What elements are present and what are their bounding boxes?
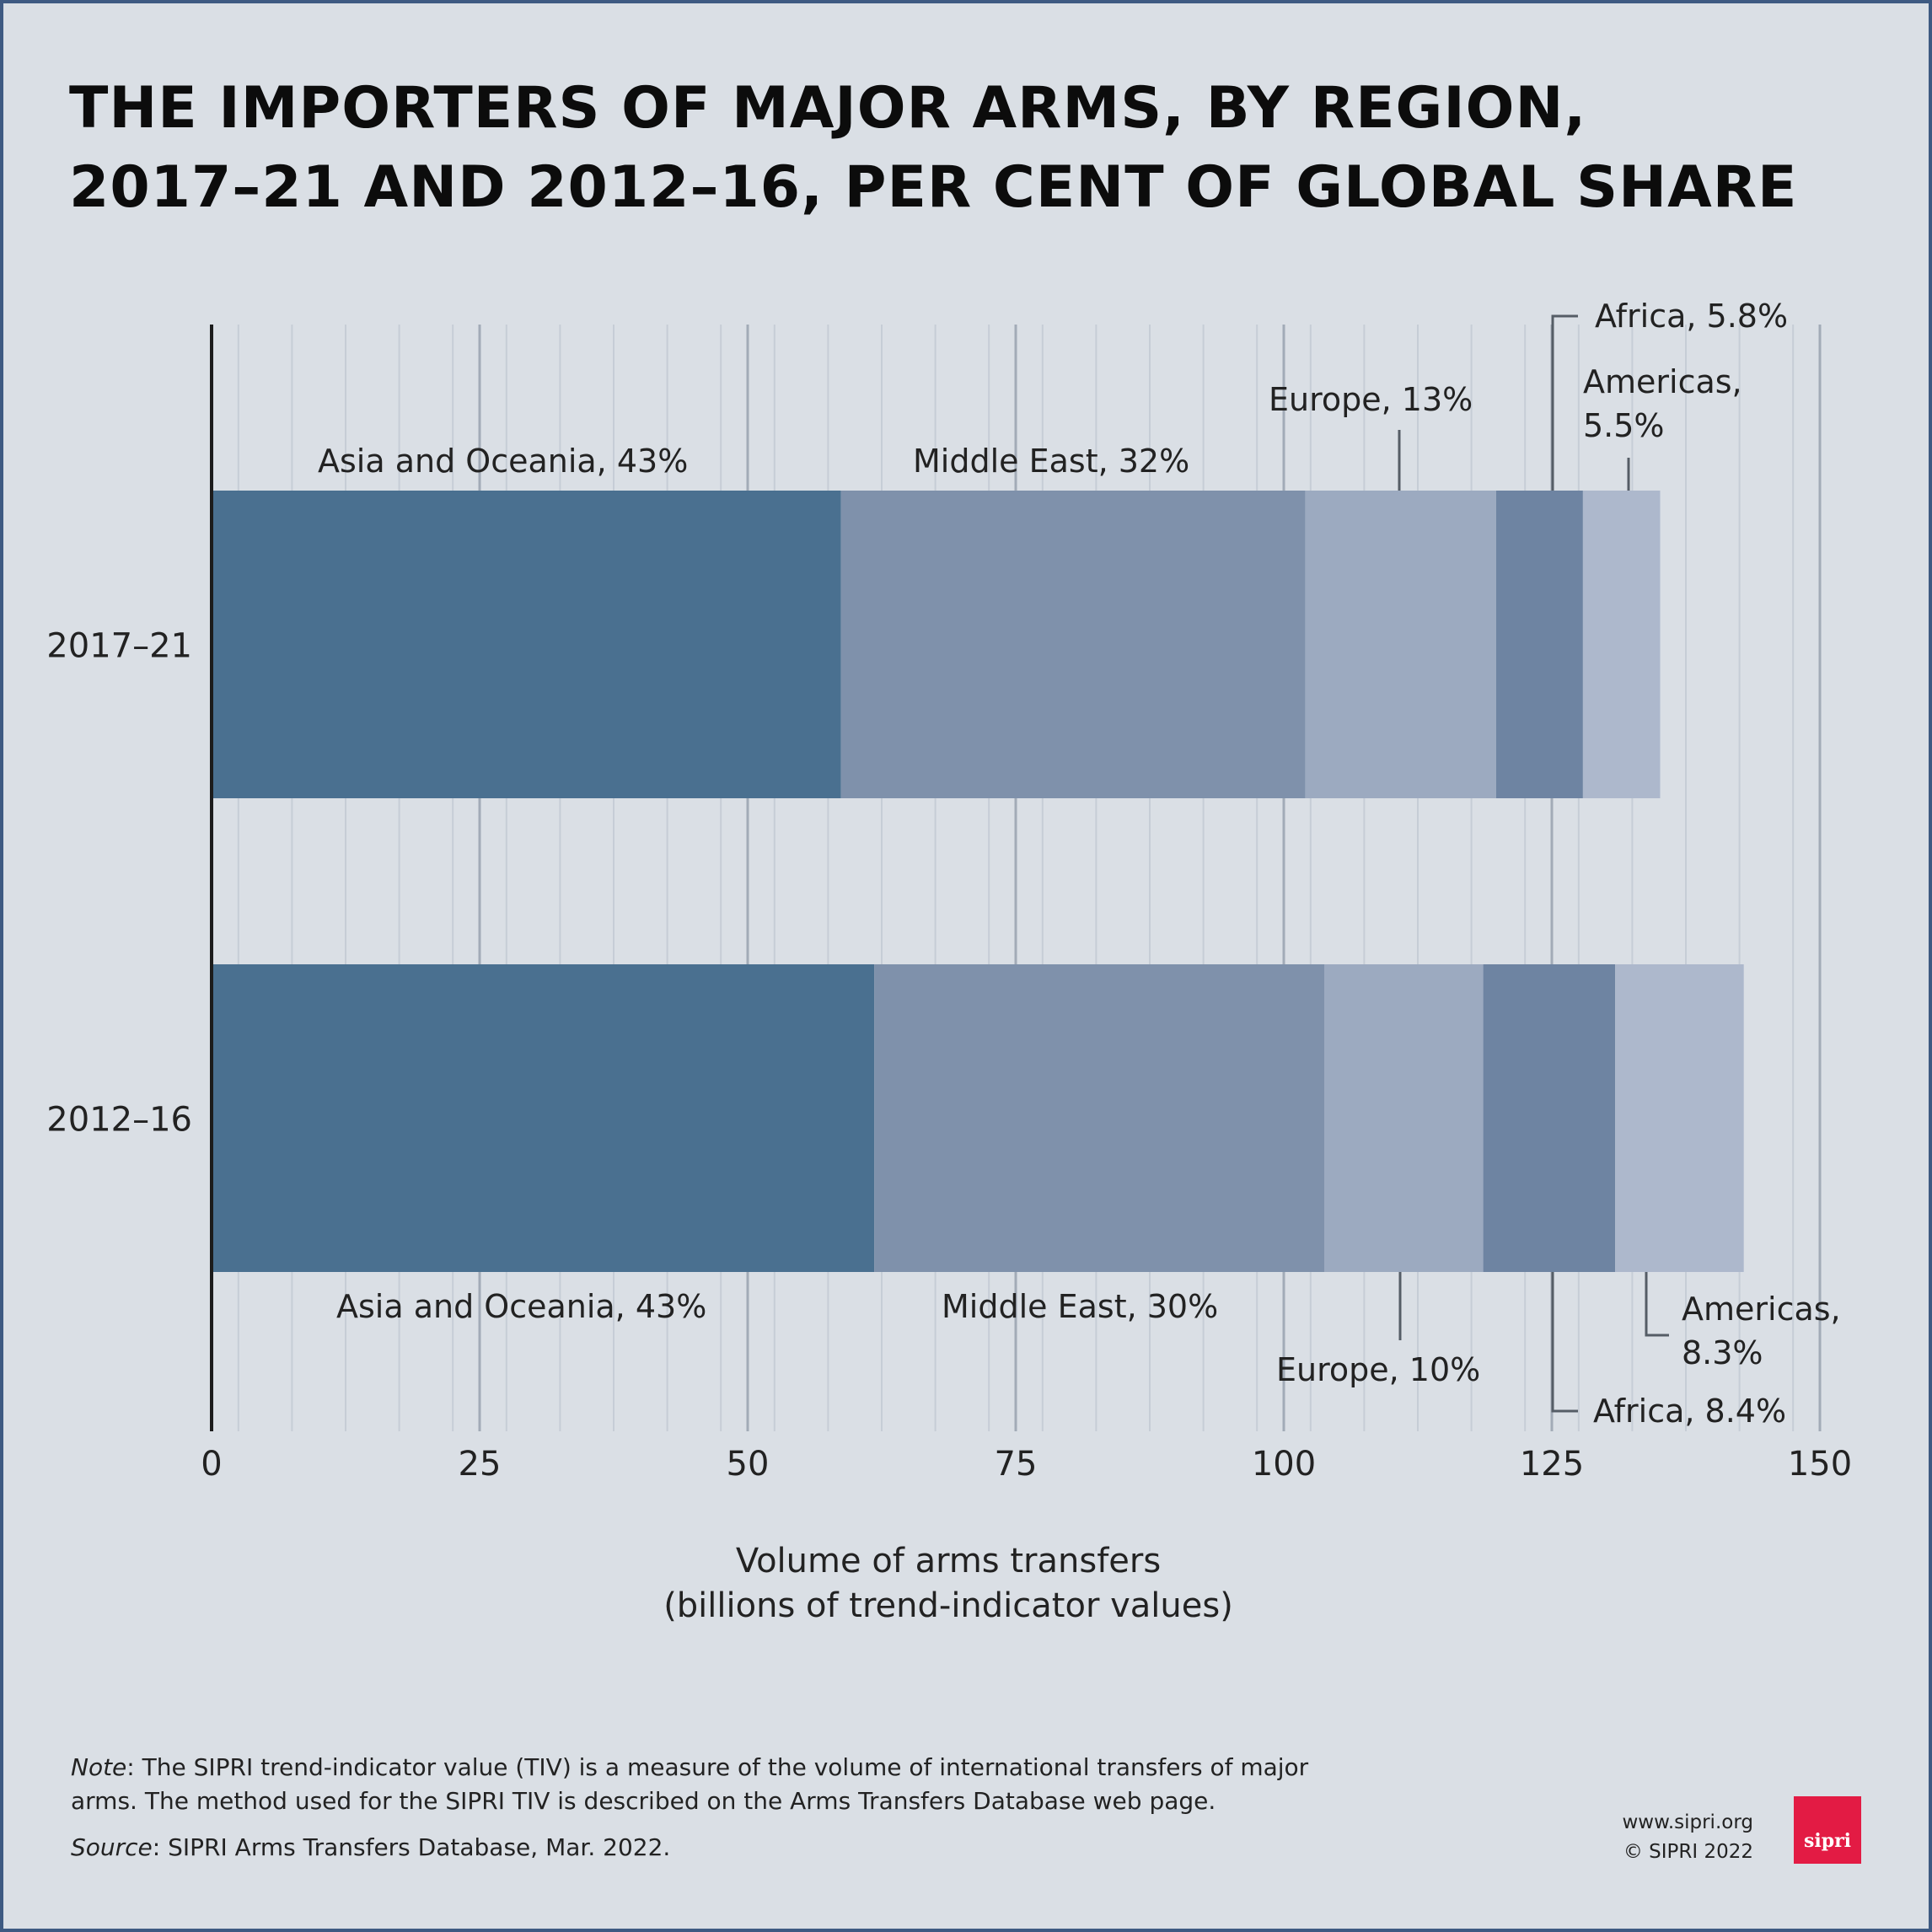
bar-segment-americas [1582, 491, 1661, 798]
data-label-africa: Africa, 8.4% [1593, 1393, 1786, 1430]
x-tick-label: 0 [201, 1445, 222, 1484]
data-label-africa: Africa, 5.8% [1595, 298, 1788, 335]
bar-segment-middle-east [840, 491, 1306, 798]
data-label-europe: Europe, 10% [1276, 1351, 1480, 1388]
data-label-americas: Americas, 5.5% [1583, 363, 1742, 444]
data-label-asia-oceania: Asia and Oceania, 43% [336, 1288, 706, 1325]
note-body: : The SIPRI trend-indicator value (TIV) … [71, 1753, 1309, 1815]
copyright-text: © SIPRI 2022 [1623, 1841, 1753, 1863]
note-label: Note [71, 1753, 127, 1781]
chart-title-line-1: THE IMPORTERS OF MAJOR ARMS, BY REGION, [69, 75, 1587, 142]
credit-block: www.sipri.org © SIPRI 2022 [1623, 1808, 1754, 1867]
bar-segment-asia-and-oceania [212, 491, 841, 798]
x-tick-label: 25 [459, 1445, 502, 1484]
data-label-europe: Europe, 13% [1269, 381, 1473, 418]
data-label-asia-oceania: Asia and Oceania, 43% [318, 443, 688, 480]
bar-segment-africa [1495, 491, 1583, 798]
bar-segment-europe [1324, 964, 1484, 1272]
note-text: Note: The SIPRI trend-indicator value (T… [71, 1751, 1335, 1818]
data-label-americas: Americas, 8.3% [1682, 1291, 1841, 1371]
leader-line-americas [1645, 1272, 1669, 1337]
sipri-logo: sipri [1794, 1796, 1861, 1864]
x-tick-label: 100 [1252, 1445, 1316, 1484]
x-tick-label: 150 [1788, 1445, 1852, 1484]
x-axis-title: (billions of trend-indicator values) [663, 1586, 1233, 1625]
sipri-logo-text: sipri [1803, 1830, 1852, 1852]
x-axis-title: Volume of arms transfers [736, 1542, 1161, 1580]
leader-line-africa [1551, 314, 1578, 491]
chart-title-line-2: 2017–21 AND 2012–16, PER CENT OF GLOBAL … [69, 154, 1798, 221]
x-tick-label: 125 [1520, 1445, 1584, 1484]
chart-title: THE IMPORTERS OF MAJOR ARMS, BY REGION, … [69, 69, 1839, 228]
bar-segment-europe [1305, 491, 1496, 798]
category-label: 2012–16 [46, 1101, 192, 1140]
leader-line-africa [1551, 1272, 1578, 1413]
data-label-middle-east: Middle East, 32% [913, 443, 1189, 480]
bar-segment-middle-east [874, 964, 1325, 1272]
x-tick-label: 50 [727, 1445, 770, 1484]
bar-segment-americas [1615, 964, 1744, 1272]
source-text: Source: SIPRI Arms Transfers Database, M… [71, 1831, 670, 1865]
data-label-middle-east: Middle East, 30% [942, 1288, 1218, 1325]
bar-segment-africa [1483, 964, 1616, 1272]
bar-segment-asia-and-oceania [212, 964, 875, 1272]
category-label: 2017–21 [46, 627, 192, 666]
x-tick-label: 75 [995, 1445, 1038, 1484]
website-link[interactable]: www.sipri.org [1622, 1811, 1754, 1833]
source-body: : SIPRI Arms Transfers Database, Mar. 20… [152, 1833, 671, 1861]
source-label: Source [71, 1833, 153, 1861]
